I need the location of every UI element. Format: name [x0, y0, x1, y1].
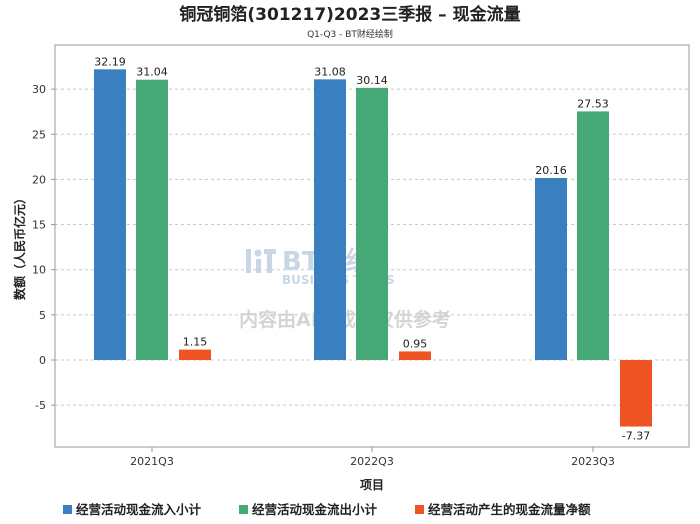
- bar-2022Q3-series-3: [399, 351, 431, 360]
- bar-marks: [94, 69, 652, 427]
- chart-title: 铜冠铜箔(301217)2023三季报 – 现金流量: [179, 4, 520, 25]
- data-label: 31.08: [314, 65, 346, 78]
- legend-label: 经营活动产生的现金流量净额: [428, 502, 591, 517]
- legend-label: 经营活动现金流入小计: [76, 502, 202, 517]
- x-tick-label: 2021Q3: [130, 455, 174, 468]
- bar-2022Q3-series-2: [356, 87, 388, 360]
- data-label: 1.15: [183, 336, 208, 349]
- legend-label: 经营活动现金流出小计: [252, 502, 378, 517]
- y-tick-label: 20: [32, 173, 46, 186]
- chart-subtitle: Q1-Q3 - BT财经绘制: [307, 28, 393, 40]
- legend-swatch: [63, 505, 72, 514]
- data-label: 32.19: [94, 55, 126, 68]
- y-tick-label: 25: [32, 128, 46, 141]
- bar-2021Q3-series-3: [179, 349, 211, 360]
- data-label: -7.37: [622, 430, 650, 443]
- y-axis-ticks: -5 0 5 10 15 20 25 30: [32, 83, 55, 412]
- data-label: 20.16: [535, 164, 567, 177]
- x-axis-ticks: 2021Q3 2022Q3 2023Q3: [130, 447, 615, 468]
- y-tick-label: 15: [32, 219, 46, 232]
- x-tick-label: 2023Q3: [571, 455, 615, 468]
- data-labels: 32.19 31.08 20.16 31.04 30.14 27.53 1.15 0.95 -7…: [94, 55, 650, 442]
- data-label: 27.53: [577, 97, 609, 110]
- y-axis-label: 数额（人民币亿元）: [12, 192, 27, 300]
- y-tick-label: 5: [39, 309, 46, 322]
- y-tick-label: 0: [39, 354, 46, 367]
- data-label: 30.14: [356, 74, 388, 87]
- data-label: 31.04: [136, 66, 168, 79]
- y-tick-label: 10: [32, 264, 46, 277]
- bar-2022Q3-series-1: [314, 79, 346, 361]
- bar-2023Q3-series-1: [535, 177, 567, 360]
- x-tick-label: 2022Q3: [350, 455, 394, 468]
- legend-swatch: [239, 505, 248, 514]
- y-tick-label: 30: [32, 83, 46, 96]
- bar-2023Q3-series-3: [620, 360, 652, 427]
- legend-swatch: [415, 505, 424, 514]
- bt-logo-icon: [246, 249, 276, 273]
- bar-2021Q3-series-1: [94, 69, 126, 360]
- legend: 经营活动现金流入小计 经营活动现金流出小计 经营活动产生的现金流量净额: [63, 502, 591, 517]
- bar-2021Q3-series-2: [136, 79, 168, 360]
- bar-2023Q3-series-2: [577, 111, 609, 360]
- y-tick-label: -5: [35, 399, 46, 412]
- x-axis-label: 项目: [360, 478, 384, 492]
- data-label: 0.95: [403, 337, 428, 350]
